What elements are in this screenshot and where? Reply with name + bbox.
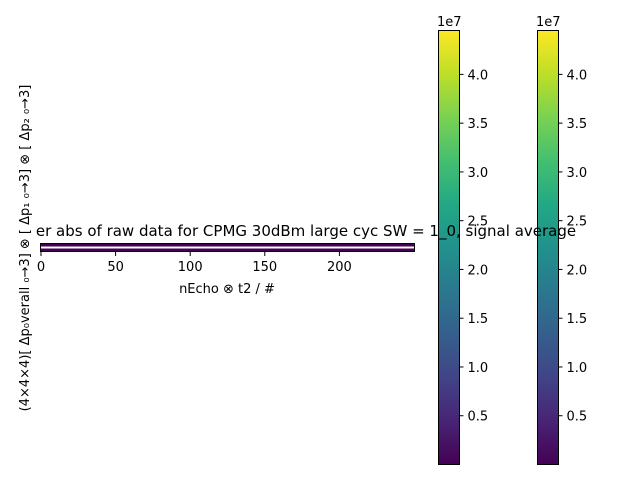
heatmap-frame: [40, 243, 415, 252]
colorbar-tick-label: 2.0: [468, 263, 489, 278]
colorbar-tick-label: 1.5: [567, 312, 588, 327]
x-tick-label: 0: [37, 260, 45, 275]
colorbar-2: 1e7 0.5 1.0 1.5 2.0 2.5 3.0 3.5 4.0: [536, 15, 587, 465]
colorbar-1: 1e7 0.5 1.0 1.5 2.0 2.5 3.0 3.5 4.0: [437, 15, 488, 465]
colorbar-1-scale-label: 1e7: [437, 15, 462, 30]
colorbar-tick-label: 3.0: [468, 166, 489, 181]
x-tick-label: 50: [107, 260, 124, 275]
x-axis-label: nEcho ⊗ t2 / #: [179, 282, 275, 297]
colorbar-tick-label: 1.0: [567, 361, 588, 376]
colorbar-2-gradient: [537, 30, 559, 465]
colorbar-tick-label: 0.5: [567, 410, 588, 425]
colorbar-tick-label: 1.5: [468, 312, 489, 327]
colorbar-tick-label: 4.0: [468, 68, 489, 83]
y-axis-label: (4×4×4)[ Δp₀verall ₀→3] ⊗ [ Δp₁ ₀→3] ⊗ […: [18, 85, 33, 412]
colorbar-2-scale-label: 1e7: [536, 15, 561, 30]
colorbar-2-ticks: 0.5 1.0 1.5 2.0 2.5 3.0 3.5 4.0: [558, 68, 588, 425]
x-tick-label: 200: [327, 260, 352, 275]
x-tick-label: 150: [252, 260, 277, 275]
colorbar-tick-label: 3.0: [567, 166, 588, 181]
colorbar-tick-label: 1.0: [468, 361, 489, 376]
colorbar-tick-label: 3.5: [468, 117, 489, 132]
x-axis: 0 50 100 150 200: [37, 252, 352, 275]
colorbar-1-ticks: 0.5 1.0 1.5 2.0 2.5 3.0 3.5 4.0: [459, 68, 489, 425]
colorbar-tick-label: 2.5: [567, 215, 588, 230]
colorbar-tick-label: 2.5: [468, 215, 489, 230]
colorbar-tick-label: 4.0: [567, 68, 588, 83]
heatmap-axes: [40, 243, 415, 252]
x-tick-label: 100: [178, 260, 203, 275]
chart-title: er abs of raw data for CPMG 30dBm large …: [36, 222, 576, 241]
colorbar-tick-label: 0.5: [468, 410, 489, 425]
colorbar-tick-label: 3.5: [567, 117, 588, 132]
colorbar-tick-label: 2.0: [567, 263, 588, 278]
colorbar-1-gradient: [438, 30, 460, 465]
